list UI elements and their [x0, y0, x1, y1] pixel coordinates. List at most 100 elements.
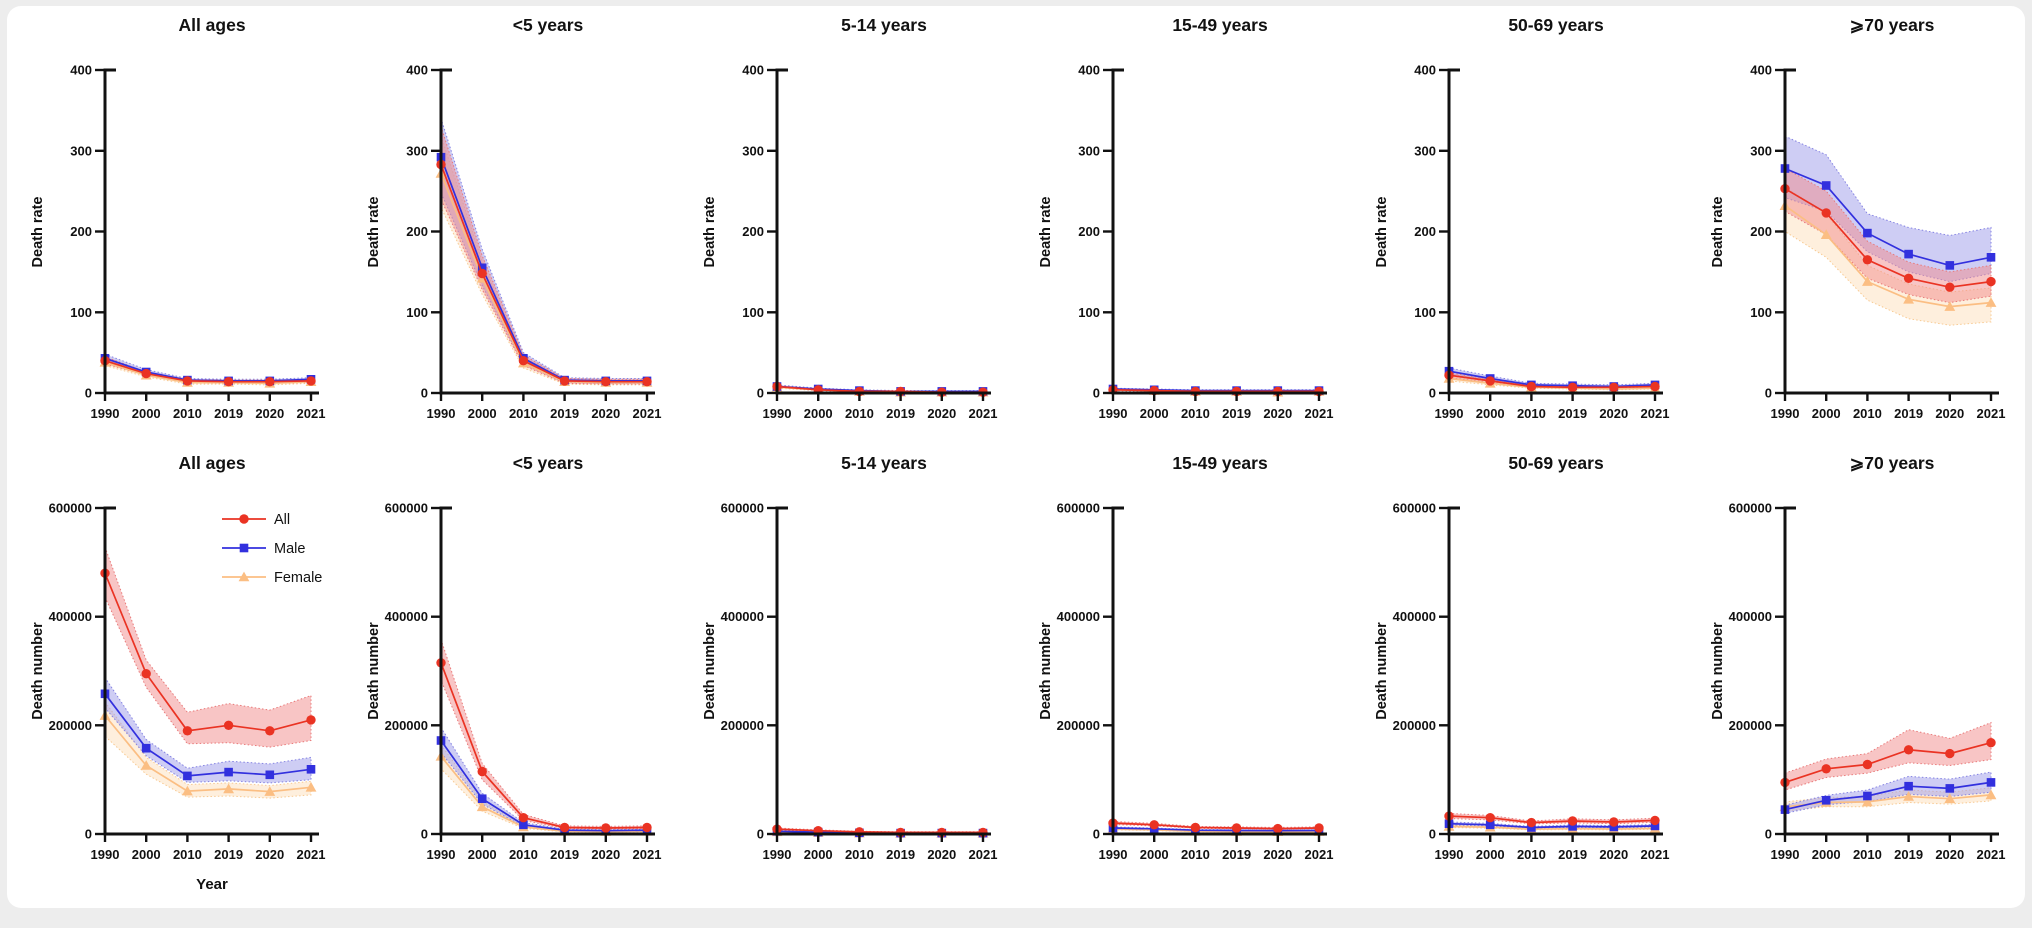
point-all-2021 — [1314, 823, 1324, 833]
y-axis-label: Death rate — [702, 197, 718, 268]
chart-svg-num-15-49: 15-49 years 0 200000 400000 600000 1990 2000 20… — [1038, 453, 1333, 862]
point-female-2000 — [1820, 229, 1832, 239]
point-all-2000 — [1485, 813, 1495, 823]
x-tick-label: 2019 — [550, 406, 579, 421]
point-all-2019 — [1903, 273, 1914, 283]
point-male-2020 — [1945, 261, 1955, 270]
point-all-2019 — [1567, 816, 1578, 826]
y-tick-label: 300 — [70, 143, 92, 158]
chart-rate-all-ages: All ages 0 100 200 300 400 1990 2000 2010 2019 202… — [8, 8, 344, 442]
x-tick-label: 2010 — [509, 406, 538, 421]
point-all-2000 — [1821, 764, 1831, 774]
x-tick-label: 2019 — [1222, 847, 1251, 862]
x-tick-label: 1990 — [1771, 406, 1800, 421]
point-all-2020 — [265, 726, 275, 736]
y-tick-label: 200 — [406, 224, 428, 239]
y-tick-label: 600000 — [49, 501, 92, 516]
y-tick-label: 0 — [757, 827, 764, 842]
y-axis-label: Death number — [366, 622, 382, 720]
line-female — [104, 361, 312, 385]
point-male-2020 — [265, 770, 275, 780]
point-all-2020 — [601, 823, 611, 833]
point-male-2010 — [1527, 823, 1536, 832]
line-all — [1784, 187, 1992, 289]
x-tick-label: 2019 — [1894, 847, 1923, 862]
y-tick-label: 0 — [85, 386, 92, 401]
point-all-2000 — [141, 368, 151, 379]
y-tick-label: 400 — [406, 63, 428, 78]
x-tick-label: 2000 — [1140, 406, 1169, 421]
y-axis-label: Death rate — [1038, 197, 1054, 268]
point-female-2000 — [140, 760, 152, 770]
y-tick-label: 300 — [1414, 143, 1436, 158]
x-tick-label: 1990 — [91, 847, 120, 862]
y-tick-label: 300 — [1750, 143, 1772, 158]
x-tick-label: 2020 — [927, 847, 956, 862]
chart-svg-rate-50-69: 50-69 years 0 100 200 300 400 1990 2000 2010 2019… — [1374, 15, 1669, 421]
x-tick-label: 2019 — [1894, 406, 1923, 421]
y-tick-label: 200000 — [1729, 718, 1772, 733]
line-all — [104, 572, 312, 732]
point-all-2010 — [182, 726, 193, 736]
point-all-2021 — [642, 377, 652, 387]
point-female-2020 — [264, 786, 276, 796]
chart-svg-rate-all-ages: All ages 0 100 200 300 400 1990 2000 2010 2019 202… — [30, 15, 325, 421]
x-axis-label: Year — [196, 876, 228, 893]
chart-svg-rate-5-14: 5-14 years 0 100 200 300 400 1990 2000 2010 2019 2… — [702, 15, 997, 421]
y-axis-label: Death number — [1710, 622, 1726, 720]
chart-svg-num-under5: <5 years 0 200000 400000 600000 1990 2000 2010 2… — [366, 453, 661, 862]
line-male — [1784, 167, 1992, 267]
point-male-2000 — [477, 263, 487, 273]
y-tick-label: 200 — [70, 224, 92, 239]
point-all-2021 — [306, 715, 316, 725]
x-tick-label: 1990 — [1099, 406, 1128, 421]
x-tick-label: 2020 — [591, 406, 620, 421]
point-all-2020 — [601, 377, 611, 387]
x-tick-label: 2021 — [1977, 406, 2006, 421]
point-all-2020 — [1609, 817, 1619, 827]
chart-num-under5: <5 years 0 200000 400000 600000 1990 2000 2010 2… — [344, 442, 680, 904]
point-all-2020 — [1609, 382, 1619, 392]
x-tick-label: 2000 — [1812, 847, 1841, 862]
y-tick-label: 0 — [1093, 386, 1100, 401]
y-tick-label: 200000 — [1393, 718, 1436, 733]
y-tick-label: 100 — [742, 305, 764, 320]
chart-title: 15-49 years — [1172, 453, 1268, 473]
x-tick-label: 1990 — [427, 406, 456, 421]
y-tick-label: 0 — [1093, 827, 1100, 842]
x-tick-label: 2020 — [591, 847, 620, 862]
y-axis-label: Death rate — [366, 197, 382, 268]
x-tick-label: 2020 — [927, 406, 956, 421]
point-female-2021 — [1985, 789, 1997, 800]
point-all-2021 — [1650, 381, 1660, 392]
x-tick-label: 2010 — [1853, 847, 1882, 862]
legend-triangle-icon — [238, 571, 250, 582]
point-all-2010 — [1526, 817, 1537, 828]
chart-title: 5-14 years — [841, 15, 927, 35]
y-tick-label: 400000 — [1393, 609, 1436, 624]
chart-title: 5-14 years — [841, 453, 927, 473]
chart-title: ⩾70 years — [1850, 453, 1935, 473]
chart-svg-rate-70plus: ⩾70 years 0 100 200 300 400 1990 2000 2010 2019 20… — [1710, 15, 2006, 421]
x-tick-label: 2020 — [1263, 406, 1292, 421]
y-tick-label: 400 — [1414, 63, 1436, 78]
x-tick-label: 2000 — [1140, 847, 1169, 862]
point-all-2021 — [1986, 738, 1996, 748]
x-tick-label: 2020 — [1935, 847, 1964, 862]
point-male-2000 — [1485, 820, 1495, 830]
y-tick-label: 300 — [406, 143, 428, 158]
y-tick-label: 400000 — [721, 609, 764, 624]
line-female — [1784, 205, 1992, 308]
y-axis-label: Death number — [702, 622, 718, 720]
y-tick-label: 200000 — [385, 718, 428, 733]
x-tick-label: 2010 — [845, 847, 874, 862]
band-all — [440, 126, 648, 385]
x-tick-label: 2021 — [633, 406, 662, 421]
point-all-2000 — [141, 669, 151, 679]
legend-label: Male — [274, 541, 305, 557]
y-tick-label: 600000 — [721, 501, 764, 516]
point-all-2019 — [559, 822, 570, 833]
x-tick-label: 2020 — [1599, 847, 1628, 862]
chart-svg-num-5-14: 5-14 years 0 200000 400000 600000 1990 2000 201… — [702, 453, 997, 862]
chart-title: <5 years — [513, 453, 584, 473]
